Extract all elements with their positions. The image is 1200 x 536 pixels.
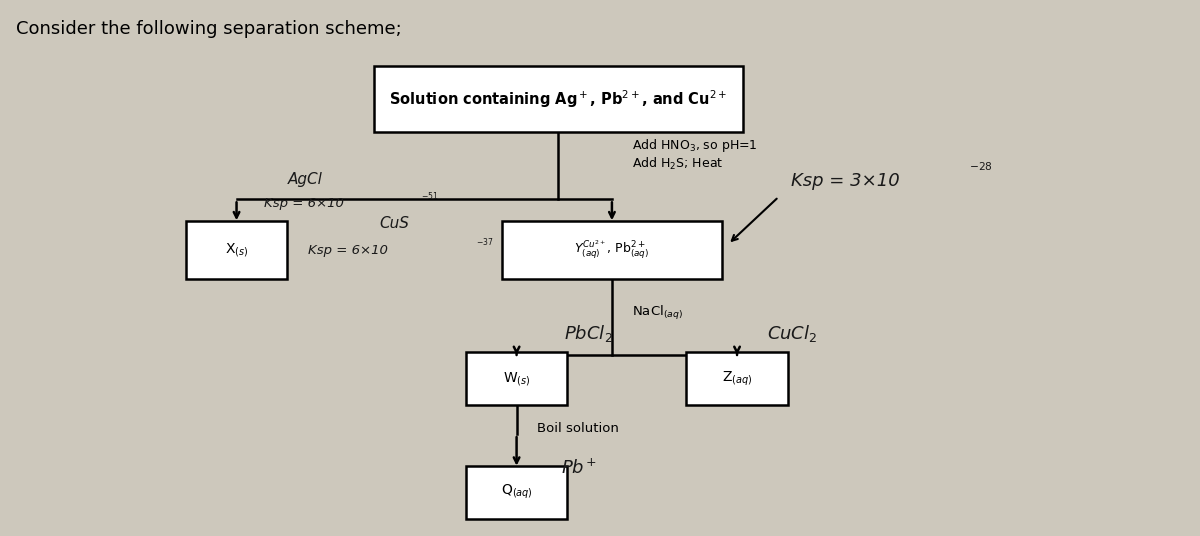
Text: Pb$^+$: Pb$^+$ xyxy=(560,458,596,478)
FancyBboxPatch shape xyxy=(466,353,568,405)
Text: Add HNO$_3$, so pH=1
Add H$_2$S; Heat: Add HNO$_3$, so pH=1 Add H$_2$S; Heat xyxy=(632,137,758,172)
Text: $Y^{Cu^{2+}}_{(aq)}$, Pb$^{2+}_{(aq)}$: $Y^{Cu^{2+}}_{(aq)}$, Pb$^{2+}_{(aq)}$ xyxy=(575,239,649,260)
Text: $^{-51}$: $^{-51}$ xyxy=(421,191,439,202)
FancyBboxPatch shape xyxy=(373,66,743,132)
Text: Consider the following separation scheme;: Consider the following separation scheme… xyxy=(16,20,402,38)
FancyBboxPatch shape xyxy=(502,220,722,279)
Text: PbCl$_2$: PbCl$_2$ xyxy=(564,323,613,344)
FancyBboxPatch shape xyxy=(686,353,787,405)
Text: $^{-37}$: $^{-37}$ xyxy=(476,238,494,248)
Text: CuCl$_2$: CuCl$_2$ xyxy=(767,323,817,344)
FancyBboxPatch shape xyxy=(466,466,568,519)
Text: Solution containing Ag$^+$, Pb$^{2+}$, and Cu$^{2+}$: Solution containing Ag$^+$, Pb$^{2+}$, a… xyxy=(389,88,727,110)
Text: Boil solution: Boil solution xyxy=(536,422,619,435)
Text: Ksp = 6×10: Ksp = 6×10 xyxy=(264,197,344,210)
Text: NaCl$_{(aq)}$: NaCl$_{(aq)}$ xyxy=(632,304,683,322)
Text: X$_{(s)}$: X$_{(s)}$ xyxy=(224,241,248,258)
Text: W$_{(s)}$: W$_{(s)}$ xyxy=(503,370,530,388)
Text: Ksp = 3×10: Ksp = 3×10 xyxy=(791,172,900,190)
Text: Ksp = 6×10: Ksp = 6×10 xyxy=(308,244,388,257)
Text: AgCl: AgCl xyxy=(288,172,323,187)
Text: Z$_{(aq)}$: Z$_{(aq)}$ xyxy=(722,370,752,388)
Text: CuS: CuS xyxy=(379,217,409,232)
FancyBboxPatch shape xyxy=(186,220,287,279)
Text: Q$_{(aq)}$: Q$_{(aq)}$ xyxy=(500,483,533,501)
Text: $^{-28}$: $^{-28}$ xyxy=(970,163,994,178)
